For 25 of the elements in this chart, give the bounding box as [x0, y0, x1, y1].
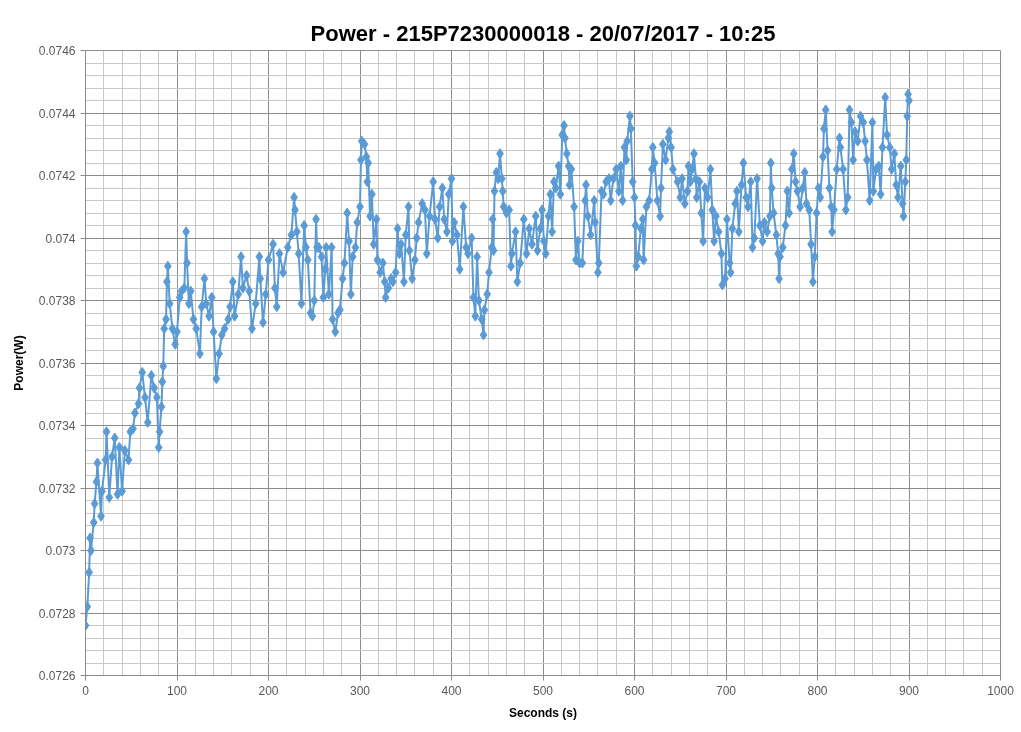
y-tick-label: 0.0736 — [38, 356, 76, 371]
y-tick-label: 0.0728 — [38, 606, 76, 621]
x-tick-label: 700 — [715, 683, 737, 698]
x-tick-label: 500 — [532, 683, 554, 698]
x-tick-label: 200 — [258, 683, 279, 698]
y-tick-label: 0.074 — [45, 231, 76, 246]
y-tick-label: 0.0726 — [38, 669, 76, 683]
y-tick-label: 0.0746 — [38, 44, 76, 58]
y-tick-label: 0.0742 — [38, 169, 76, 183]
y-tick-label: 0.0744 — [38, 106, 76, 121]
x-tick-label: 800 — [807, 683, 828, 698]
x-tick-label: 300 — [349, 683, 371, 698]
y-tick-label: 0.0732 — [38, 481, 76, 496]
y-tick-label: 0.0738 — [38, 294, 76, 308]
y-tick-label: 0.073 — [45, 544, 76, 558]
y-tick-label: 0.0734 — [38, 419, 76, 433]
chart-title: Power - 215P7230000018 - 20/07/2017 - 10:25 — [310, 20, 776, 46]
x-tick-label: 900 — [898, 683, 920, 698]
x-axis-title: Seconds (s) — [508, 705, 578, 720]
x-tick-label: 600 — [624, 683, 645, 698]
y-axis-title: Power(W) — [11, 335, 26, 391]
x-tick-label: 100 — [166, 683, 188, 698]
x-tick-label: 1000 — [987, 683, 1015, 698]
x-tick-label: 0 — [82, 683, 90, 698]
x-tick-label: 400 — [441, 683, 462, 698]
